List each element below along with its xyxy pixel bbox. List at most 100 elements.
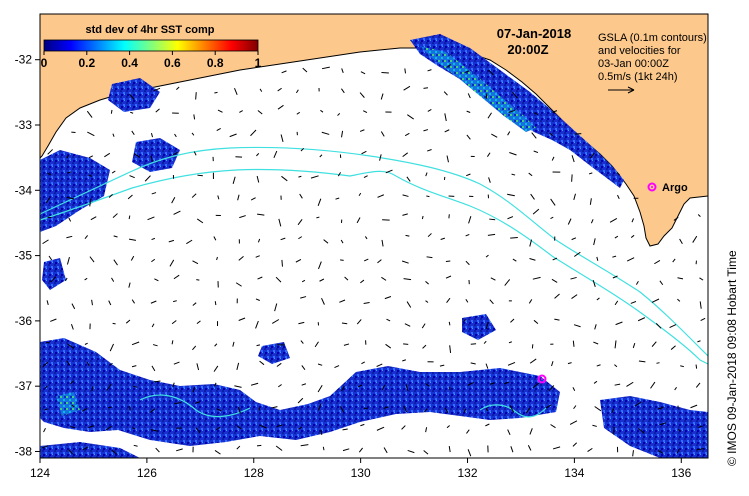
velocity-vector [66,154,70,159]
velocity-vector [572,387,576,391]
map-plot-area: Argo [40,14,708,458]
velocity-vector [362,110,368,113]
velocity-vector [512,258,517,262]
velocity-vector [635,280,639,285]
velocity-vector [588,172,593,175]
velocity-vector [529,239,533,247]
velocity-vector [133,385,138,388]
velocity-vector [259,424,267,429]
velocity-vector [68,217,72,222]
velocity-vector [173,210,181,215]
colorbar-tick-label: 0.4 [121,56,138,70]
velocity-vector [259,88,263,92]
velocity-vector [281,70,287,74]
velocity-vector [91,299,93,306]
velocity-vector [532,382,540,389]
velocity-vector [155,447,160,453]
velocity-vector [612,275,618,279]
velocity-vector [425,280,429,285]
velocity-vector [70,380,75,385]
velocity-vector [214,450,221,455]
velocity-vector [127,194,133,200]
velocity-vector [301,279,306,283]
velocity-vector [271,319,280,324]
velocity-vector [463,408,467,413]
gsla-info-line2: and velocities for [598,45,681,57]
y-tick-label: -34 [15,183,33,197]
velocity-vector [300,296,307,299]
velocity-vector [485,423,490,427]
velocity-vector [572,340,575,347]
velocity-vector [196,218,204,224]
velocity-vector [154,278,159,282]
velocity-vector [300,147,305,152]
velocity-vector [551,361,554,367]
map-date: 07-Jan-2018 [497,26,571,41]
velocity-vector [407,449,415,454]
velocity-vector [423,129,429,132]
gsla-contour [40,168,708,365]
velocity-vector [638,428,645,434]
velocity-vector [404,68,406,74]
velocity-vector [131,299,135,304]
velocity-vector [317,403,322,411]
velocity-vector [153,87,161,92]
velocity-vector [343,343,350,346]
velocity-vector [130,255,135,261]
velocity-vector [487,233,496,236]
velocity-vector [467,93,471,99]
velocity-vector [611,408,615,414]
velocity-vector [125,319,131,324]
velocity-vector [151,258,156,263]
velocity-vector [509,405,515,413]
velocity-vector [533,319,539,325]
velocity-vector [571,155,575,163]
velocity-vector [236,445,241,450]
velocity-vector [171,340,174,345]
velocity-vector [554,293,560,299]
velocity-vector [90,216,97,221]
velocity-vector [193,114,196,120]
velocity-vector [485,363,489,369]
velocity-vector [673,216,679,221]
velocity-vector [361,150,367,155]
velocity-vector [657,450,664,454]
velocity-vector [151,237,156,241]
velocity-vector [71,404,75,408]
velocity-vector [659,422,667,426]
velocity-vector [404,132,410,137]
velocity-vector [277,104,284,110]
velocity-vector [151,323,155,328]
velocity-vector [176,86,180,90]
velocity-vector [508,341,512,344]
velocity-vector [152,344,158,347]
velocity-vector [444,407,449,414]
velocity-vector [552,110,558,113]
velocity-vector [295,258,302,263]
velocity-vector [128,238,137,241]
velocity-vector [402,152,408,158]
map-time: 20:00Z [507,42,548,57]
velocity-vector [216,127,221,132]
velocity-vector [571,237,577,241]
velocity-vector [339,406,345,413]
velocity-vector [150,133,153,138]
velocity-vector [239,110,243,113]
velocity-vector [363,302,370,305]
velocity-vector [654,260,661,265]
velocity-vector [359,129,365,132]
velocity-vector [280,237,286,241]
velocity-vector [615,321,623,326]
velocity-vector [487,112,492,119]
velocity-vector [443,91,448,96]
velocity-vector [571,174,573,182]
velocity-vector [613,426,615,435]
velocity-vector [528,299,533,304]
velocity-vector [47,172,52,176]
velocity-vector [405,384,409,392]
velocity-vector [699,301,702,309]
velocity-vector [319,154,323,158]
velocity-vector [381,276,387,281]
velocity-vector [186,239,193,245]
velocity-vector [256,344,261,347]
